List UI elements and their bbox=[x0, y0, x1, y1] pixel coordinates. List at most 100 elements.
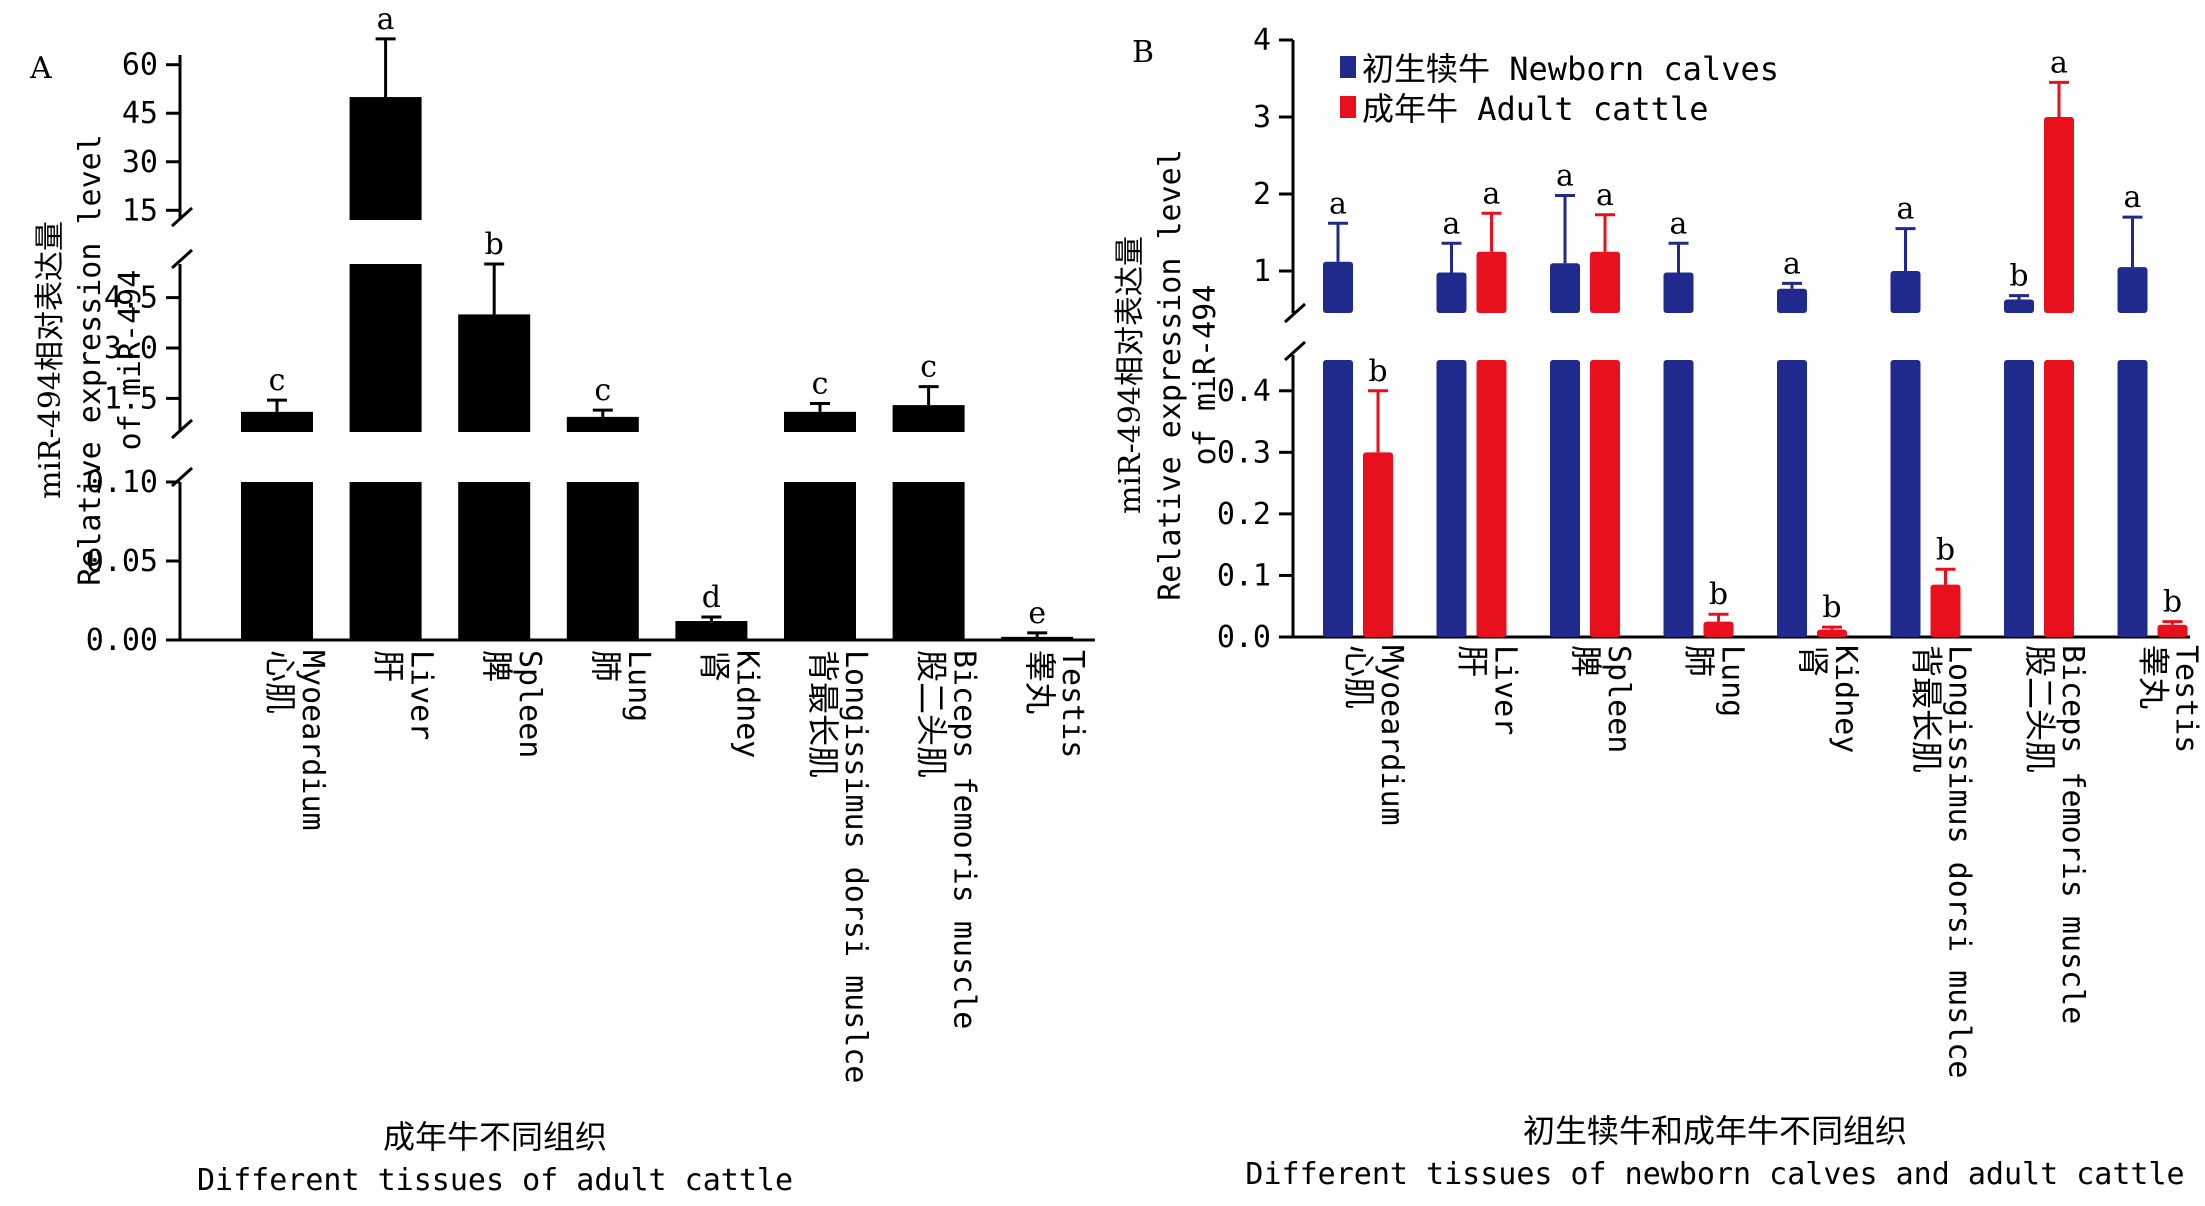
panel-b-bar-newborn-myoeardium-low bbox=[1323, 360, 1353, 637]
legend-label-newborn: 初生犊牛 Newborn calves bbox=[1362, 50, 1779, 88]
panel-a-category-en: Spleen bbox=[512, 650, 547, 758]
panel-a-category-en: Myoeardium bbox=[295, 650, 330, 831]
panel-a-category-cn: 心肌 bbox=[261, 650, 299, 714]
panel-b-bar-adult-liver-high bbox=[1476, 251, 1507, 313]
panel-a-bar-myoeardium-low bbox=[241, 482, 313, 640]
panel-a-bar-biceps-mid bbox=[892, 405, 965, 432]
panel-a-tick-label: 4.5 bbox=[104, 281, 158, 316]
panel-a-bar-testis bbox=[1001, 636, 1074, 640]
panel-b-sig-letter: b bbox=[2163, 585, 2182, 620]
panel-b-bar-adult-biceps-low bbox=[2044, 360, 2074, 637]
panel-a-category-cn: 股二头肌 bbox=[913, 650, 951, 778]
panel-b-bar-newborn-testis-low bbox=[2117, 360, 2148, 637]
panel-b-bar-adult-biceps-high bbox=[2044, 117, 2074, 313]
panel-b-category-en: Kidney bbox=[1828, 645, 1863, 753]
panel-a-tick-label: 30 bbox=[122, 145, 158, 180]
panel-b-bar-adult-liver-low bbox=[1476, 360, 1507, 637]
panel-b-bar-newborn-liver-low bbox=[1436, 360, 1467, 637]
panel-b-tick-label: 0.1 bbox=[1217, 558, 1271, 593]
panel-b-sig-letter: b bbox=[1709, 577, 1728, 612]
panel-b-category-en: Biceps femoris muscle bbox=[2055, 645, 2090, 1024]
panel-b-ylabel-en2: of miR-494 bbox=[1188, 285, 1223, 466]
panel-a-ylabel-en2: of miR-494 bbox=[113, 270, 148, 451]
panel-a-category-en: Lung bbox=[621, 650, 656, 722]
panel-a-sig-letter: c bbox=[812, 366, 829, 401]
panel-b-bar-newborn-biceps-low bbox=[2004, 360, 2034, 637]
panel-a-letter: A bbox=[29, 51, 52, 86]
panel-b-sig-letter: a bbox=[1329, 186, 1347, 221]
panel-b-category-en: Spleen bbox=[1601, 645, 1636, 753]
panel-b-tick-label: 1 bbox=[1253, 254, 1271, 289]
panel-a-bar-lung-low bbox=[566, 482, 639, 640]
panel-a-category-cn: 肾 bbox=[695, 650, 733, 682]
panel-b-sig-letter: a bbox=[2124, 180, 2142, 215]
panel-b-sig-letter: a bbox=[1783, 246, 1801, 281]
panel-b-category-en: Liver bbox=[1488, 645, 1523, 735]
panel-a-bar-liver-low bbox=[349, 482, 422, 640]
panel-b-bar-adult-kidney bbox=[1817, 629, 1847, 637]
panel-a-category-cn: 背最长肌 bbox=[804, 650, 842, 778]
panel-a-ylabel-en1: Relative expression level bbox=[73, 134, 108, 586]
panel-b-bar-adult-lung bbox=[1703, 621, 1734, 637]
panel-b-tick-label: 2 bbox=[1253, 177, 1271, 212]
panel-a-sig-letter: a bbox=[377, 2, 395, 37]
panel-b-tick-label: 4 bbox=[1253, 23, 1271, 58]
panel-b-plot: 0.00.10.20.30.41234ab心肌Myoeardiumaa肝Live… bbox=[1217, 23, 2204, 1078]
panel-b-bar-adult-longissimus bbox=[1930, 584, 1961, 637]
panel-b-category-cn: 肺 bbox=[1681, 645, 1719, 677]
panel-b-tick-label: 0.4 bbox=[1217, 374, 1271, 409]
panel-b-sig-letter: b bbox=[2009, 259, 2028, 294]
panel-a-bar-liver-mid bbox=[349, 264, 422, 432]
panel-b-xlabel-en: Different tissues of newborn calves and … bbox=[1245, 1157, 2184, 1192]
panel-a-category-en: Liver bbox=[404, 650, 439, 740]
panel-b-bar-newborn-biceps-high bbox=[2004, 299, 2034, 313]
panel-a-tick-label: 15 bbox=[122, 193, 158, 228]
panel-b-sig-letter: b bbox=[1822, 590, 1841, 625]
panel-b-ylabel: miR-494相对表达量 Relative expression level o… bbox=[1113, 149, 1223, 601]
panel-a-sig-letter: c bbox=[269, 363, 286, 398]
legend-swatch-adult bbox=[1340, 96, 1356, 118]
panel-b-bar-newborn-testis-high bbox=[2117, 267, 2148, 313]
panel-a-break-mark bbox=[170, 418, 194, 440]
panel-a-category-cn: 肝 bbox=[370, 650, 408, 682]
panel-b-bar-newborn-spleen-high bbox=[1550, 263, 1580, 313]
panel-a-bar-myoeardium-mid bbox=[241, 411, 313, 432]
panel-b-xlabel-cn: 初生犊牛和成年牛不同组织 bbox=[1523, 1112, 1907, 1150]
panel-b-ylabel-en1: Relative expression level bbox=[1153, 149, 1188, 601]
panel-b-sig-letter: b bbox=[1368, 354, 1387, 389]
panel-b-sig-letter: a bbox=[1443, 206, 1461, 241]
panel-b-category-cn: 背最长肌 bbox=[1908, 645, 1946, 773]
panel-a-tick-label: 60 bbox=[122, 48, 158, 83]
panel-b-sig-letter: a bbox=[1897, 192, 1915, 227]
panel-a-xlabel-cn: 成年牛不同组织 bbox=[383, 1118, 607, 1156]
panel-b-sig-letter: a bbox=[2050, 45, 2068, 80]
panel-b-sig-letter: a bbox=[1596, 178, 1614, 213]
panel-b-tick-label: 0.3 bbox=[1217, 435, 1271, 470]
panel-a-bar-lung-mid bbox=[566, 416, 639, 432]
legend-swatch-newborn bbox=[1340, 56, 1356, 78]
panel-a-category-en: Biceps femoris muscle bbox=[947, 650, 982, 1029]
panel-b-category-en: Lung bbox=[1715, 645, 1750, 717]
panel-a-tick-label: 0.10 bbox=[86, 465, 158, 500]
panel-b-break-mark bbox=[1283, 340, 1307, 362]
panel-b-tick-label: 0.2 bbox=[1217, 497, 1271, 532]
panel-a-category-cn: 睾丸 bbox=[1021, 650, 1059, 714]
panel-a-category-en: Testis bbox=[1055, 650, 1090, 758]
panel-a-break-mark bbox=[170, 206, 194, 228]
panel-b-bar-newborn-kidney-high bbox=[1777, 288, 1807, 313]
panel-b-category-cn: 心肌 bbox=[1340, 645, 1378, 709]
panel-a-ylabel: miR-494相对表达量 Relative expression level o… bbox=[33, 134, 148, 586]
panel-b-ylabel-cn: miR-494相对表达量 bbox=[1113, 236, 1148, 514]
